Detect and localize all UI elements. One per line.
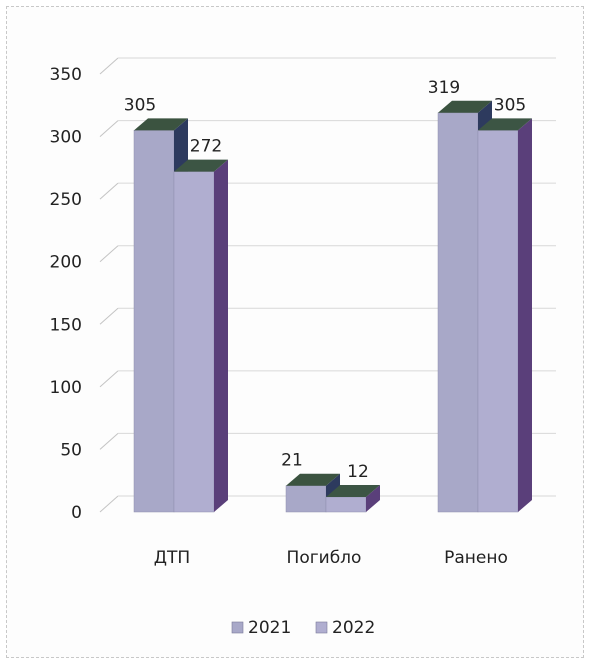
data-label: 272	[190, 137, 222, 157]
gridline-wall	[99, 182, 119, 200]
y-tick-label: 50	[60, 440, 82, 460]
y-tick-label: 250	[50, 190, 82, 210]
category-label: Погибло	[287, 548, 362, 568]
bar-b-top	[478, 118, 532, 131]
gridline-wall	[99, 433, 119, 450]
bar-a-top	[438, 100, 492, 113]
gridline-wall	[99, 245, 119, 263]
bar-b-front	[477, 130, 519, 513]
legend-swatch	[231, 621, 244, 634]
legend-label: 2021	[248, 618, 291, 638]
data-label: 21	[281, 451, 303, 471]
data-label: 305	[124, 95, 156, 115]
bar-b-front	[173, 171, 215, 513]
y-tick-label: 150	[50, 315, 82, 335]
gridline-wall	[99, 307, 119, 325]
category-label: Ранено	[444, 548, 508, 568]
bar-a-front	[437, 112, 479, 513]
bars	[133, 100, 532, 513]
bar-b-front	[325, 496, 367, 513]
data-label: 12	[347, 462, 369, 482]
y-tick-label: 300	[50, 128, 82, 148]
bar-a-top	[286, 473, 340, 486]
gridline-wall	[99, 370, 119, 388]
y-tick-label: 350	[50, 65, 82, 85]
legend-label: 2022	[332, 618, 375, 638]
data-label: 305	[494, 95, 526, 115]
y-tick-label: 0	[71, 503, 82, 523]
bar-b-side	[366, 484, 380, 512]
bar-a-front	[285, 485, 327, 513]
legend: 2021 2022	[231, 618, 375, 638]
legend-swatch	[315, 621, 328, 634]
bar-b-side	[214, 159, 228, 512]
category-label: ДТП	[154, 548, 190, 568]
gridline-wall	[99, 120, 119, 137]
bar-b-side	[518, 118, 532, 513]
bar-a-top	[134, 118, 188, 131]
gridline-wall	[99, 495, 119, 513]
y-tick-label: 100	[50, 378, 82, 398]
bar-a-front	[133, 130, 175, 513]
y-axis-ticks: 0 50 100 150 200 250 300 350	[50, 65, 82, 523]
bar-b-top	[326, 484, 380, 497]
y-tick-label: 200	[50, 253, 82, 273]
data-labels: 305 272 21 12 319 305	[124, 78, 526, 482]
data-label: 319	[428, 78, 460, 98]
bar-b-top	[174, 159, 228, 172]
gridline-wall	[99, 57, 119, 75]
category-labels: ДТП Погибло Ранено	[154, 548, 508, 568]
